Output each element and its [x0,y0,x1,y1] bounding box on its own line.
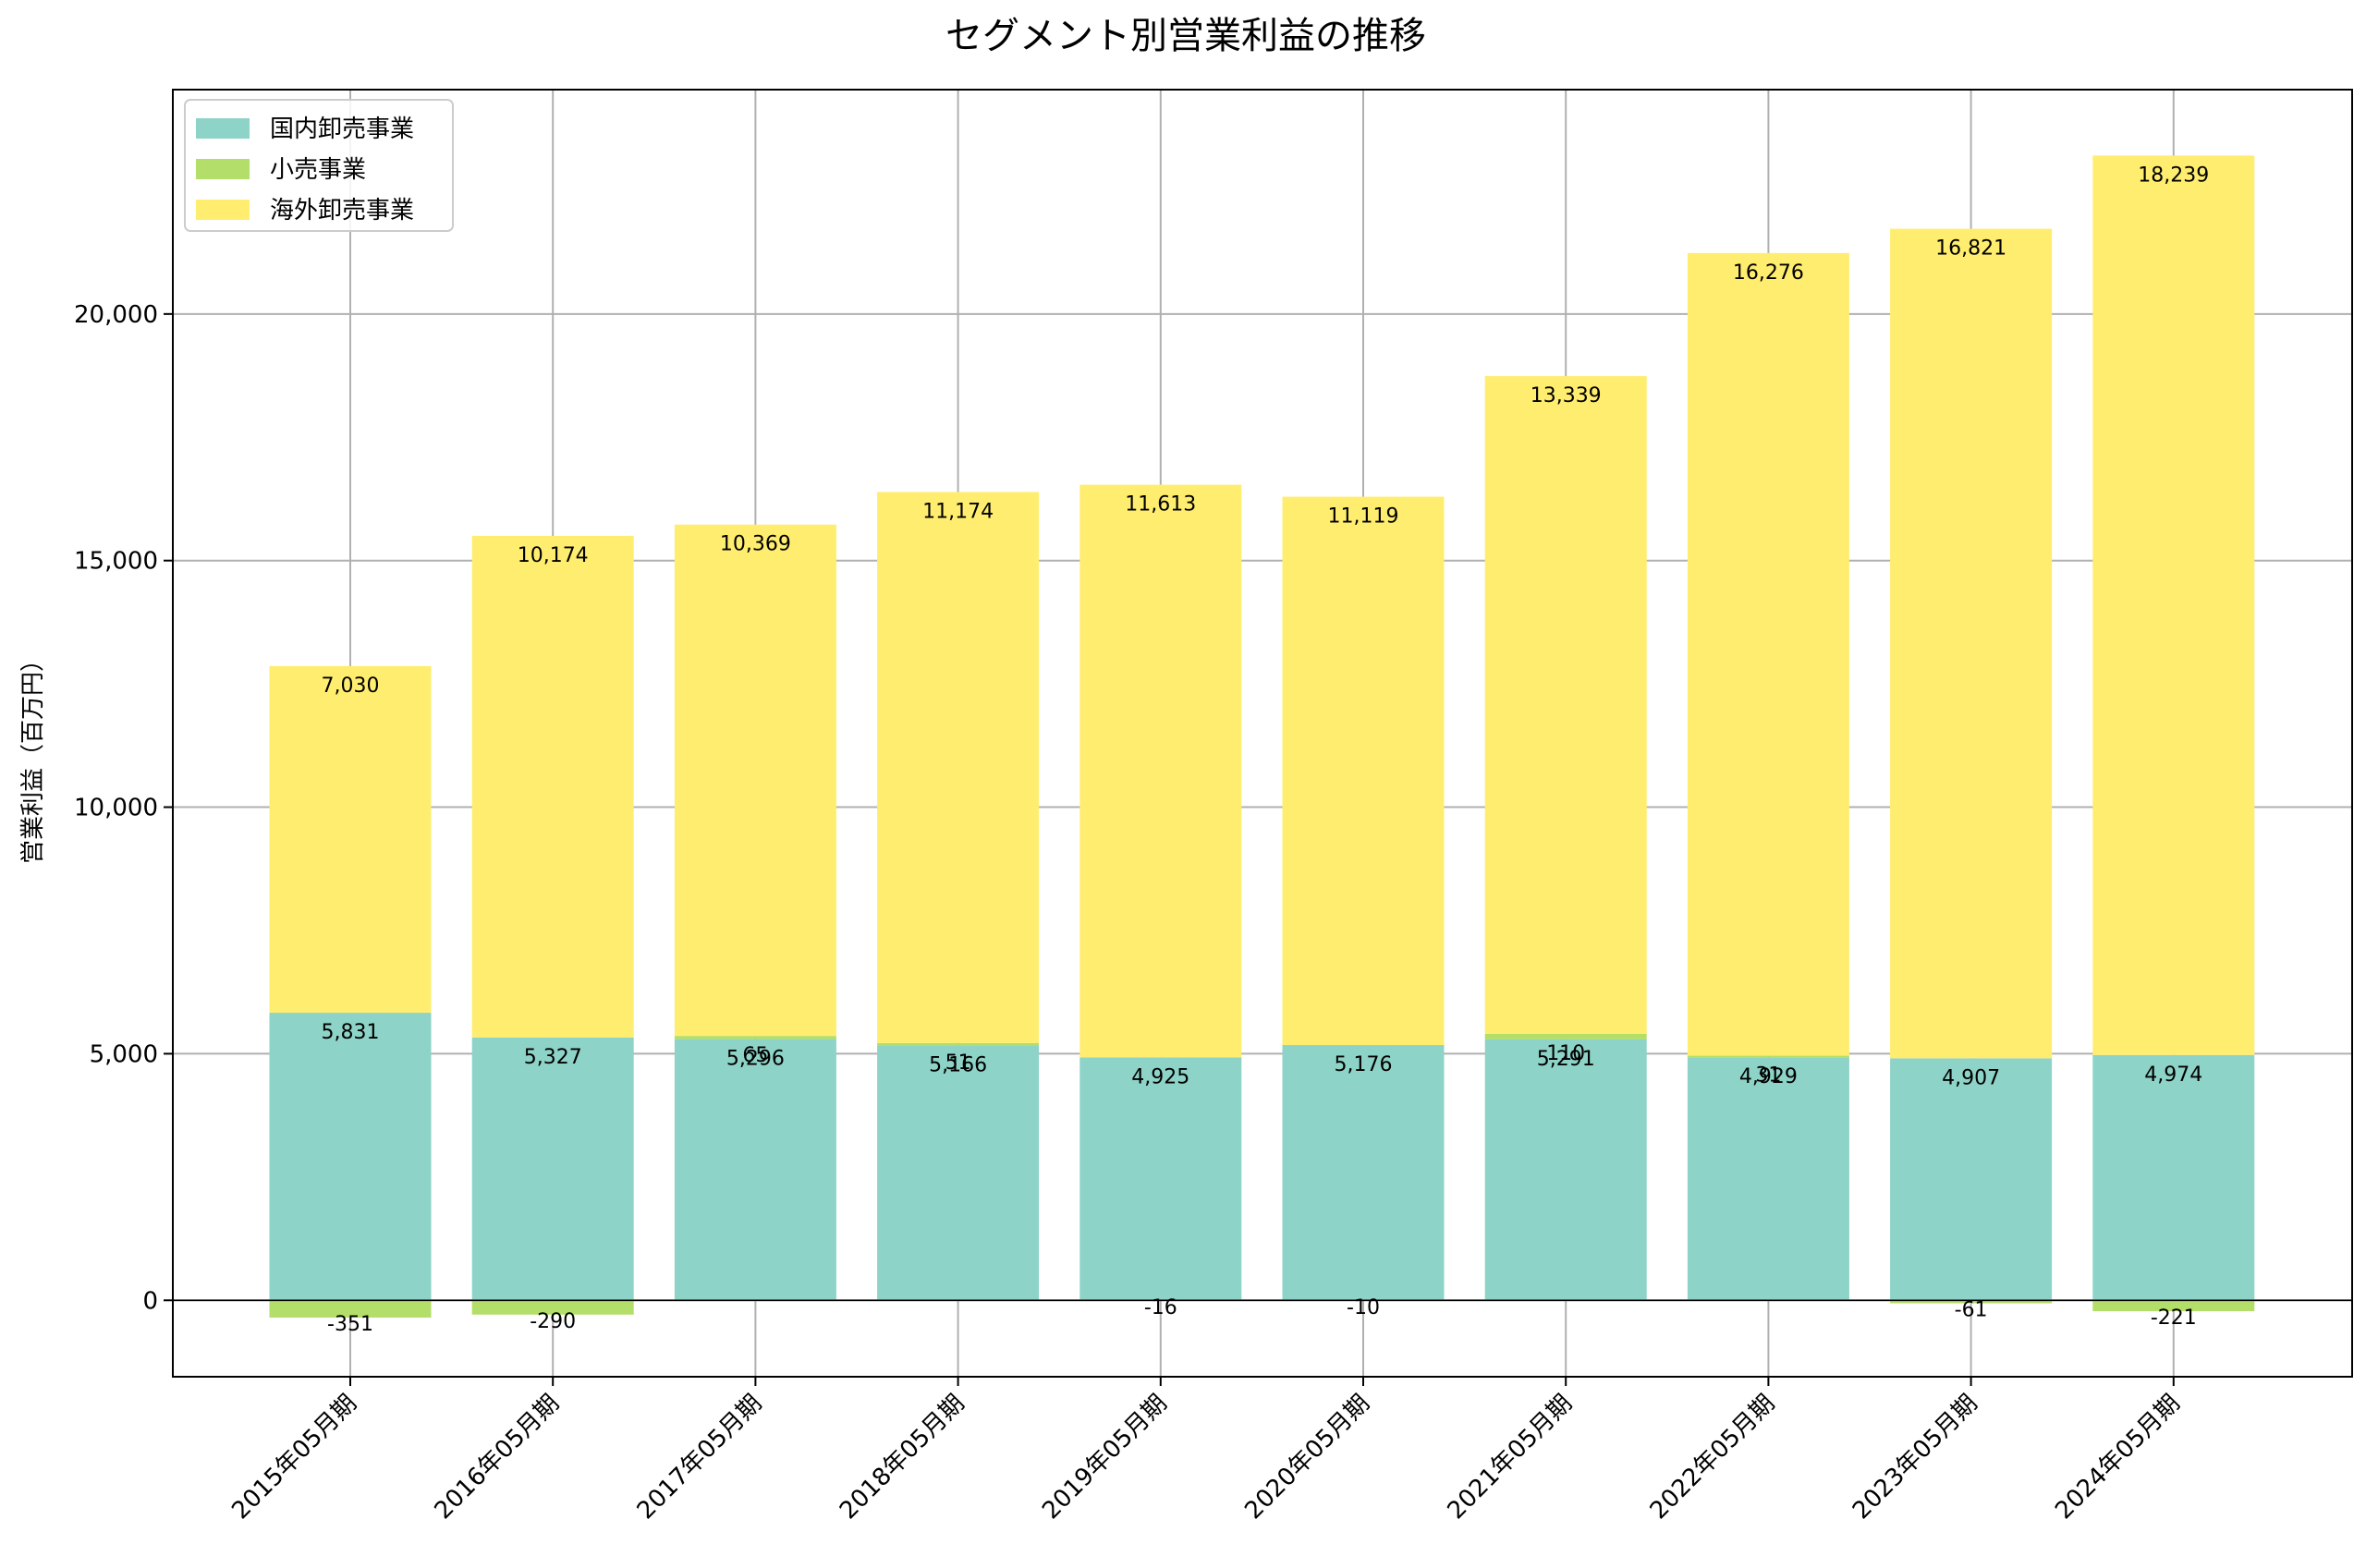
data-label: 18,239 [2138,164,2209,187]
data-label: 4,974 [2144,1064,2202,1087]
data-label: 13,339 [1531,384,1602,407]
data-label: 11,174 [922,500,994,523]
chart-title: セグメント別営業利益の推移 [945,15,1426,57]
data-label: 4,929 [1739,1065,1798,1088]
bar-segment [471,535,634,1038]
x-tick-label: 2021年05月期 [1443,1390,1579,1525]
x-tick-label: 2023年05月期 [1848,1390,1983,1525]
bar-segment [2092,1054,2255,1301]
bar-segment [1282,1045,1445,1301]
data-label: 7,030 [322,675,380,698]
data-labels-layer: 5,831 5,327 5,296 5,166 4,925 5,176 5,291 4,929… [322,164,2210,1336]
bar-segment [1687,1057,1849,1301]
bar-segment [269,665,432,1014]
data-label: -351 [327,1313,373,1336]
x-tick-label: 2019年05月期 [1037,1390,1173,1525]
data-label: -290 [530,1310,576,1333]
bar-segment [674,1036,836,1039]
bar-segment [877,1045,1040,1301]
x-tick-label: 2024年05月期 [2050,1390,2186,1525]
y-tick-label: 0 [142,1287,158,1315]
bar-segment [1890,1300,2053,1304]
x-tick-label: 2017年05月期 [632,1390,768,1525]
bar-segment [1687,1055,1849,1058]
data-label: 10,369 [720,533,791,556]
data-label: 5,176 [1335,1053,1393,1076]
bar-segment [674,1039,836,1301]
data-label: 5,166 [929,1054,987,1077]
data-label: 11,119 [1328,505,1399,529]
data-label: 51 [945,1051,971,1075]
bar-segment [877,492,1040,1043]
data-label: 5,291 [1537,1048,1595,1071]
x-tick-label: 2022年05月期 [1645,1390,1781,1525]
legend-label: 小売事業 [270,156,366,184]
y-tick-label: 10,000 [74,795,158,822]
y-tick-label: 15,000 [74,548,158,576]
bar-segment [674,524,836,1037]
x-tick-label: 2015年05月期 [226,1390,362,1525]
y-axis-label: 営業利益（百万円） [19,648,47,864]
legend-label: 海外卸売事業 [270,197,414,225]
bar-segment [1484,1034,1647,1039]
data-label: 31 [1755,1064,1781,1088]
data-label: 11,613 [1125,493,1196,517]
bar-segment [1484,376,1647,1035]
x-tick-label: 2018年05月期 [835,1390,970,1525]
plot-frame [172,89,2353,1378]
bar-segment [269,1013,432,1301]
data-label: 16,821 [1935,237,2006,261]
legend-label: 国内卸売事業 [270,115,414,143]
data-label: 5,296 [726,1048,785,1071]
data-label: 5,327 [524,1046,582,1069]
data-label: 5,831 [322,1021,380,1044]
bar-segment [471,1300,634,1315]
x-tick-label: 2020年05月期 [1239,1390,1375,1525]
data-label: 110 [1546,1042,1585,1065]
data-label: 4,925 [1131,1065,1189,1088]
bar-segment [2092,1300,2255,1312]
data-label: 10,174 [518,544,589,567]
bar-segment [1079,484,1242,1058]
data-label: -10 [1347,1296,1380,1319]
bar-segment [2092,155,2255,1055]
legend-box [184,99,454,232]
bar-segment [269,1300,432,1319]
bar-segment [1890,1058,2053,1301]
data-label: 65 [742,1044,768,1067]
bar-segment [1282,496,1445,1046]
data-label: -221 [2151,1307,2197,1330]
data-label: -16 [1144,1296,1177,1319]
y-tick-label: 5,000 [90,1040,158,1068]
data-label: -61 [1955,1299,1988,1322]
bars-layer [269,155,2255,1319]
bar-segment [1079,1057,1242,1301]
legend-swatch [196,200,250,220]
data-label: 4,907 [1942,1066,2000,1089]
bar-segment [877,1042,1040,1046]
bar-segment [1890,228,2053,1059]
legend-swatch [196,118,250,139]
bar-segment [1484,1039,1647,1301]
data-label: 16,276 [1733,261,1804,285]
legend-swatch [196,159,250,179]
bar-segment [471,1037,634,1301]
y-tick-label: 20,000 [74,301,158,329]
bar-segment [1687,252,1849,1056]
x-tick-label: 2016年05月期 [430,1390,566,1525]
